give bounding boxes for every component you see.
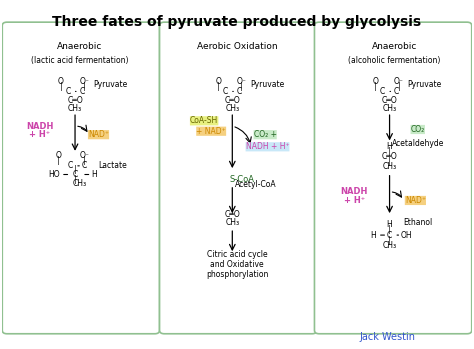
Text: H: H bbox=[370, 231, 376, 240]
Text: O: O bbox=[373, 76, 378, 86]
Text: |: | bbox=[74, 165, 76, 174]
Text: C: C bbox=[387, 231, 392, 240]
Text: CO₂ +: CO₂ + bbox=[254, 130, 277, 139]
Text: H: H bbox=[387, 142, 392, 151]
Text: C: C bbox=[380, 87, 385, 96]
Text: Aerobic Oxidation: Aerobic Oxidation bbox=[197, 42, 277, 51]
Text: S-CoA: S-CoA bbox=[229, 175, 254, 184]
Text: |: | bbox=[388, 236, 391, 245]
Text: + H⁺: + H⁺ bbox=[344, 196, 365, 205]
Text: |: | bbox=[398, 82, 400, 91]
Text: |: | bbox=[83, 82, 86, 91]
Text: |: | bbox=[231, 205, 234, 214]
Text: CoA-SH: CoA-SH bbox=[190, 116, 218, 125]
Text: Jack Westin: Jack Westin bbox=[359, 332, 415, 342]
Text: CH₃: CH₃ bbox=[225, 218, 239, 228]
Text: CH₃: CH₃ bbox=[383, 104, 397, 113]
Text: |: | bbox=[74, 174, 76, 184]
Text: C: C bbox=[394, 87, 399, 96]
Text: Citric acid cycle
and Oxidative
phosphorylation: Citric acid cycle and Oxidative phosphor… bbox=[206, 250, 268, 280]
Text: C: C bbox=[80, 87, 85, 96]
Text: C═O: C═O bbox=[224, 96, 240, 105]
Text: Acetyl-CoA: Acetyl-CoA bbox=[235, 180, 277, 190]
Text: C: C bbox=[237, 87, 242, 96]
Text: |: | bbox=[217, 82, 219, 91]
Text: O⁻: O⁻ bbox=[394, 76, 404, 86]
Text: C═O: C═O bbox=[382, 96, 397, 105]
Text: C═O: C═O bbox=[382, 152, 397, 161]
FancyBboxPatch shape bbox=[2, 22, 160, 334]
Text: O⁻: O⁻ bbox=[80, 151, 90, 160]
Text: CH₃: CH₃ bbox=[383, 162, 397, 171]
Text: O⁻: O⁻ bbox=[237, 76, 246, 86]
Text: |: | bbox=[57, 156, 60, 165]
Text: O: O bbox=[55, 151, 62, 160]
Text: C═O: C═O bbox=[224, 210, 240, 219]
Text: Pyruvate: Pyruvate bbox=[408, 80, 442, 89]
Text: C: C bbox=[73, 170, 78, 179]
Text: Pyruvate: Pyruvate bbox=[250, 80, 285, 89]
Text: NADH: NADH bbox=[26, 121, 54, 131]
Text: |: | bbox=[83, 156, 86, 165]
Text: Ethanol: Ethanol bbox=[403, 218, 432, 228]
Text: C: C bbox=[65, 87, 71, 96]
Text: Lactate: Lactate bbox=[98, 161, 127, 170]
Text: O: O bbox=[58, 76, 64, 86]
Text: NADH: NADH bbox=[341, 187, 368, 196]
Text: |: | bbox=[60, 82, 62, 91]
Text: H: H bbox=[91, 170, 97, 179]
Text: NADH + H⁺: NADH + H⁺ bbox=[246, 142, 289, 151]
Text: CH₃: CH₃ bbox=[225, 104, 239, 113]
Text: NAD⁺: NAD⁺ bbox=[405, 196, 426, 205]
Text: + NAD⁺: + NAD⁺ bbox=[196, 127, 226, 136]
Text: C: C bbox=[82, 161, 87, 170]
Text: (alcoholic fermentation): (alcoholic fermentation) bbox=[348, 56, 440, 65]
Text: H: H bbox=[387, 220, 392, 229]
FancyBboxPatch shape bbox=[160, 22, 317, 334]
Text: CO₂: CO₂ bbox=[410, 125, 425, 134]
Text: NAD⁺: NAD⁺ bbox=[88, 130, 109, 139]
Text: OH: OH bbox=[400, 231, 412, 240]
Text: C: C bbox=[223, 87, 228, 96]
Text: |: | bbox=[388, 157, 391, 166]
Text: (lactic acid fermentation): (lactic acid fermentation) bbox=[31, 56, 128, 65]
Text: Acetaldehyde: Acetaldehyde bbox=[392, 139, 444, 148]
Text: + H⁺: + H⁺ bbox=[29, 130, 50, 139]
FancyBboxPatch shape bbox=[314, 22, 472, 334]
Text: |: | bbox=[240, 82, 243, 91]
Text: C: C bbox=[68, 161, 73, 170]
Text: O: O bbox=[215, 76, 221, 86]
Text: O⁻: O⁻ bbox=[80, 76, 90, 86]
Text: Anaerobic: Anaerobic bbox=[57, 42, 102, 51]
Text: C═O: C═O bbox=[67, 96, 83, 105]
Text: Three fates of pyruvate produced by glycolysis: Three fates of pyruvate produced by glyc… bbox=[53, 15, 421, 29]
Text: |: | bbox=[388, 225, 391, 235]
Text: HO: HO bbox=[48, 170, 60, 179]
Text: CH₃: CH₃ bbox=[73, 179, 87, 188]
Text: Pyruvate: Pyruvate bbox=[93, 80, 128, 89]
Text: CH₃: CH₃ bbox=[68, 104, 82, 113]
Text: CH₃: CH₃ bbox=[383, 241, 397, 250]
Text: Anaerobic: Anaerobic bbox=[372, 42, 417, 51]
Text: |: | bbox=[388, 147, 391, 156]
Text: |: | bbox=[374, 82, 377, 91]
